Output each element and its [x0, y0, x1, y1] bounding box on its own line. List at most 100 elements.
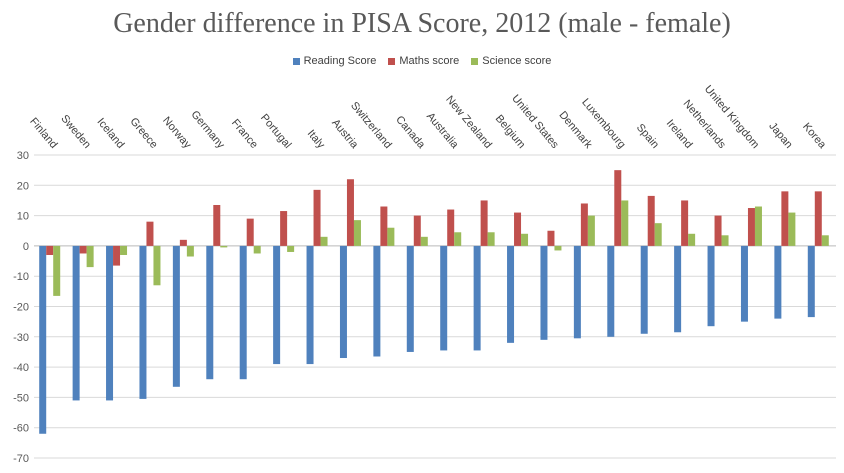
bar-science-score-australia: [454, 232, 462, 246]
y-tick-label: -70: [13, 453, 29, 465]
bar-maths-score-netherlands: [714, 215, 722, 246]
x-tick-label: Greece: [127, 116, 159, 151]
bar-reading-score-australia: [440, 245, 448, 351]
bar-reading-score-sweden: [72, 245, 80, 401]
bar-science-score-iceland: [120, 245, 128, 255]
x-tick-label: Japan: [766, 120, 794, 151]
legend-swatch: [292, 57, 300, 65]
bar-science-score-canada: [420, 236, 428, 246]
bar-maths-score-iceland: [113, 245, 121, 266]
x-tick-label: Korea: [800, 121, 829, 152]
bar-reading-score-netherlands: [707, 245, 715, 327]
bar-maths-score-germany: [213, 204, 221, 246]
x-tick-label: Sweden: [58, 113, 93, 151]
bar-reading-score-austria: [339, 245, 347, 359]
bar-science-score-denmark: [587, 215, 595, 246]
bar-maths-score-france: [246, 218, 254, 246]
y-tick-label: -20: [13, 302, 29, 314]
bar-reading-score-iceland: [106, 245, 114, 401]
bar-maths-score-spain: [647, 195, 655, 246]
x-tick-label: Iceland: [94, 116, 126, 151]
x-tick-label: Germany: [188, 109, 227, 152]
y-tick-label: -50: [13, 392, 29, 404]
bar-science-score-luxembourg: [621, 200, 629, 246]
legend-entry-maths-score: Maths score: [388, 55, 459, 67]
y-tick-label: -10: [13, 271, 29, 283]
bar-reading-score-belgium: [507, 245, 515, 343]
chart-title: Gender difference in PISA Score, 2012 (m…: [113, 8, 731, 39]
x-tick-label: Austria: [329, 117, 361, 152]
bar-maths-score-australia: [447, 209, 455, 246]
bar-reading-score-portugal: [273, 245, 281, 365]
y-tick-label: -30: [13, 332, 29, 344]
y-tick-label: -60: [13, 423, 29, 435]
legend-swatch: [388, 57, 396, 65]
bar-science-score-sweden: [86, 245, 94, 268]
bar-science-score-greece: [153, 245, 161, 286]
bar-science-score-united-kingdom: [754, 206, 762, 246]
bar-reading-score-korea: [807, 245, 815, 318]
x-tick-label: Belgium: [493, 113, 528, 151]
x-tick-label: Norway: [160, 115, 193, 152]
y-tick-label: -40: [13, 362, 29, 374]
bar-science-score-austria: [353, 220, 361, 246]
x-tick-label: Portugal: [258, 112, 294, 151]
bar-science-score-belgium: [521, 233, 529, 246]
legend-label: Science score: [482, 55, 552, 68]
x-tick-label: Italy: [305, 128, 327, 152]
bar-reading-score-finland: [39, 245, 47, 434]
bar-reading-score-germany: [206, 245, 214, 380]
bar-science-score-united-states: [554, 245, 562, 251]
bar-reading-score-norway: [172, 245, 180, 387]
y-tick-label: 20: [17, 180, 29, 192]
bar-maths-score-belgium: [514, 212, 522, 246]
bar-science-score-italy: [320, 236, 328, 246]
bar-science-score-france: [253, 245, 261, 254]
bar-maths-score-switzerland: [380, 206, 388, 246]
legend-entry-reading-score: Reading Score: [292, 55, 377, 68]
y-tick-label: 10: [17, 211, 29, 223]
x-tick-label: Finland: [27, 116, 59, 151]
legend-label: Reading Score: [303, 55, 377, 68]
bar-maths-score-portugal: [280, 211, 288, 246]
x-tick-label: Ireland: [664, 117, 695, 150]
legend: Reading Score Maths score Science score: [0, 55, 844, 67]
x-tick-label: Spain: [634, 122, 661, 151]
bar-reading-score-ireland: [674, 245, 682, 333]
bar-science-score-netherlands: [721, 235, 729, 246]
bar-maths-score-denmark: [580, 203, 588, 246]
bar-reading-score-united-states: [540, 245, 548, 340]
bar-reading-score-france: [239, 245, 247, 380]
y-tick-label: 30: [17, 150, 29, 162]
bar-science-score-new-zealand: [487, 232, 495, 246]
bar-maths-score-new-zealand: [480, 200, 488, 246]
bar-science-score-portugal: [287, 245, 295, 252]
bar-maths-score-japan: [781, 191, 789, 246]
bar-reading-score-united-kingdom: [740, 245, 748, 322]
bar-reading-score-denmark: [573, 245, 581, 339]
bar-maths-score-norway: [179, 239, 187, 246]
bar-maths-score-korea: [814, 191, 822, 246]
bar-maths-score-united-states: [547, 230, 555, 246]
bar-maths-score-greece: [146, 221, 154, 246]
bar-reading-score-spain: [640, 245, 648, 334]
bar-maths-score-luxembourg: [614, 170, 622, 246]
bar-maths-score-austria: [346, 179, 354, 246]
bar-maths-score-ireland: [681, 200, 689, 246]
bar-maths-score-canada: [413, 215, 421, 246]
bar-maths-score-italy: [313, 189, 321, 246]
y-tick-label: 0: [23, 241, 29, 253]
x-tick-label: Australia: [424, 110, 461, 151]
bar-maths-score-sweden: [79, 245, 87, 254]
bar-science-score-spain: [654, 223, 662, 246]
bar-reading-score-italy: [306, 245, 314, 365]
bar-science-score-germany: [220, 245, 228, 248]
bar-reading-score-greece: [139, 245, 147, 399]
bar-science-score-ireland: [688, 233, 696, 246]
legend-label: Maths score: [399, 55, 460, 68]
bar-reading-score-japan: [774, 245, 782, 319]
bar-science-score-switzerland: [387, 227, 395, 246]
x-tick-label: Canada: [393, 114, 428, 152]
bar-reading-score-luxembourg: [607, 245, 615, 337]
x-tick-label: France: [229, 117, 260, 151]
